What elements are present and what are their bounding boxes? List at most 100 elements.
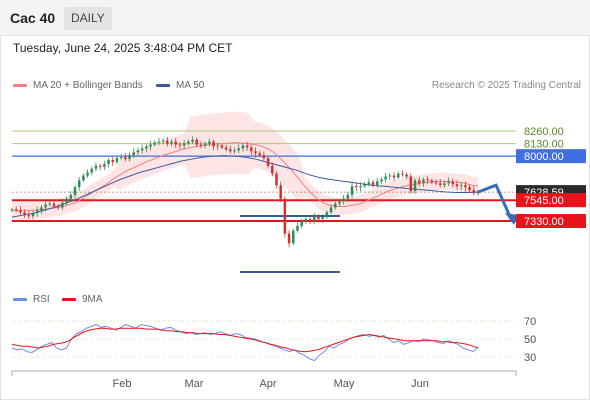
candle-body (338, 201, 341, 204)
candle-body (472, 190, 476, 193)
candle-body (392, 175, 396, 178)
candle-body (388, 175, 392, 177)
candle-body (254, 151, 257, 154)
rsi-ma-swatch (62, 298, 76, 301)
candle-body (241, 145, 245, 149)
candle-body (136, 150, 140, 153)
timeframe-badge[interactable]: DAILY (64, 7, 112, 30)
candle-body (359, 186, 362, 188)
candle-body (438, 183, 442, 186)
ma50-swatch (156, 84, 170, 87)
candle-body (145, 146, 148, 149)
candle-body (363, 184, 366, 187)
x-tick-Jun: Jun (411, 378, 429, 390)
candle-body (208, 141, 211, 144)
candle-body (451, 181, 455, 185)
candle-body (371, 182, 375, 186)
candle-body (44, 204, 47, 208)
rsi-tick-70: 70 (524, 316, 536, 328)
candle-body (396, 173, 400, 178)
candle-body (10, 209, 14, 211)
candle-body (128, 155, 131, 160)
ma50-label: MA 50 (176, 80, 205, 91)
candle-body (35, 210, 39, 214)
candle-body (161, 140, 165, 142)
x-tick-Apr: Apr (259, 378, 276, 390)
x-tick-Mar: Mar (185, 378, 204, 390)
projection-arrow (477, 183, 514, 222)
candle-body (401, 173, 404, 175)
projection-arrowhead (505, 213, 518, 225)
candle-body (23, 212, 26, 216)
candle-body (229, 149, 232, 152)
candle-body (459, 185, 463, 187)
candle-body (220, 145, 224, 148)
candle-body (52, 203, 56, 207)
candle-body (317, 216, 320, 220)
candle-body (203, 143, 207, 146)
level-label-8130.00: 8130.00 (524, 139, 564, 151)
candle-body (31, 213, 35, 217)
candle-body (367, 182, 371, 185)
candle-body (170, 141, 173, 144)
candle-body (250, 147, 253, 152)
candle-body (300, 221, 303, 226)
candle-body (90, 168, 94, 173)
legend-rsi: RSI (13, 294, 50, 305)
candle-body (334, 203, 337, 208)
candle-body (271, 165, 274, 174)
rsi-label: RSI (33, 294, 50, 305)
candle-body (73, 187, 77, 195)
candle-body (325, 212, 329, 218)
candle-body (86, 172, 89, 176)
rsi-ma-label: 9MA (82, 294, 103, 305)
candle-body (308, 219, 312, 221)
header-bar: Cac 40 DAILY (0, 0, 590, 36)
candle-body (422, 179, 425, 184)
candle-body (19, 210, 22, 213)
candle-body (178, 144, 182, 146)
candle-body (132, 152, 135, 156)
candle-body (384, 176, 387, 180)
candle-body (48, 203, 52, 205)
candle-body (216, 145, 219, 147)
candle-body (61, 202, 64, 208)
rsi-series-RSI (11, 324, 479, 362)
candle-body (287, 233, 291, 244)
candle-body (69, 194, 73, 199)
candle-body (464, 185, 467, 188)
candle-body (292, 230, 295, 244)
candle-body (426, 179, 429, 181)
candle-body (380, 179, 383, 182)
candle-body (417, 180, 421, 184)
level-label-8260.00: 8260.00 (524, 126, 564, 138)
candle-body (65, 198, 68, 203)
candle-body (199, 144, 203, 146)
candle-body (434, 182, 438, 184)
candle-body (153, 142, 156, 145)
candle-body (107, 160, 110, 164)
candle-body (237, 148, 240, 151)
candle-body (375, 181, 379, 186)
x-tick-May: May (334, 378, 355, 390)
candle-body (166, 140, 169, 144)
level-badge-7545.00 (516, 193, 586, 208)
candle-body (191, 139, 194, 142)
candle-body (149, 144, 152, 147)
credit-text: Research © 2025 Trading Central (431, 80, 581, 91)
candle-body (98, 165, 102, 167)
candle-body (182, 143, 186, 146)
candle-body (157, 141, 161, 143)
candle-body (111, 160, 115, 162)
candle-body (224, 147, 228, 150)
bollinger-band-area (12, 111, 478, 220)
candle-body (409, 176, 413, 191)
candle-body (27, 215, 31, 217)
candle-body (468, 187, 471, 191)
candle-body (447, 181, 450, 184)
report-timestamp: Tuesday, June 24, 2025 3:48:04 PM CET (13, 41, 233, 55)
candle-body (245, 145, 249, 148)
candle-body (140, 148, 144, 151)
candle-body (212, 141, 215, 147)
